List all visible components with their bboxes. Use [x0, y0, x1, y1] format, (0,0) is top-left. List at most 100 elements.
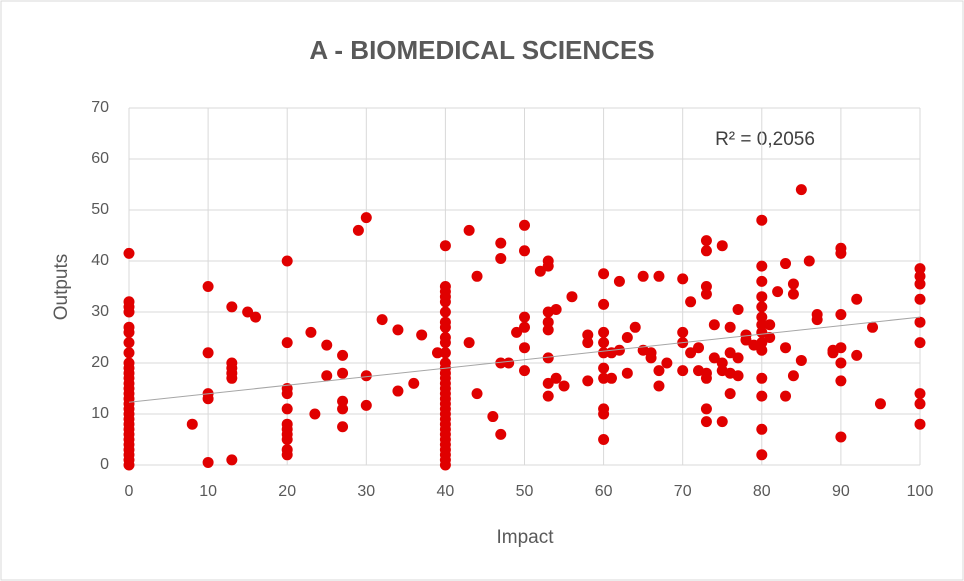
point — [123, 337, 135, 349]
point — [613, 344, 625, 356]
point — [519, 311, 530, 323]
point — [756, 326, 768, 338]
point — [123, 357, 135, 369]
point — [756, 260, 768, 272]
point — [360, 212, 372, 224]
point — [123, 296, 135, 308]
point — [487, 411, 499, 423]
point — [677, 365, 689, 377]
point — [495, 357, 507, 369]
point — [598, 326, 610, 338]
point — [700, 403, 712, 415]
point — [281, 255, 293, 267]
point — [756, 214, 768, 226]
point — [439, 347, 451, 359]
point — [392, 385, 404, 397]
y-tick-label: 40 — [91, 252, 109, 269]
point — [337, 367, 349, 379]
point — [495, 237, 507, 249]
point — [598, 337, 610, 349]
point — [756, 291, 768, 303]
x-tick-label: 70 — [674, 483, 692, 500]
point — [795, 184, 807, 196]
point — [835, 431, 847, 443]
point — [708, 319, 720, 331]
point — [867, 321, 879, 333]
point — [202, 281, 214, 292]
point — [598, 268, 610, 280]
point — [756, 344, 768, 356]
point — [700, 235, 712, 247]
point — [281, 418, 293, 430]
point — [621, 367, 633, 379]
point — [787, 370, 799, 382]
point — [835, 247, 847, 259]
y-tick-label: 50 — [91, 201, 109, 218]
point — [309, 408, 321, 420]
point — [337, 395, 349, 407]
point — [827, 347, 839, 359]
point — [653, 365, 665, 377]
point — [677, 326, 689, 338]
point — [376, 314, 388, 326]
point — [598, 362, 610, 374]
x-tick-label: 90 — [832, 483, 850, 500]
y-tick-label: 60 — [91, 150, 109, 167]
x-tick-label: 30 — [357, 483, 375, 500]
point — [756, 449, 768, 461]
point — [242, 306, 254, 318]
point — [787, 288, 799, 300]
point — [851, 349, 863, 361]
point — [416, 329, 428, 341]
point — [621, 332, 633, 343]
point — [431, 347, 443, 359]
point — [582, 329, 594, 341]
point — [716, 240, 728, 252]
point — [637, 270, 649, 282]
point — [724, 347, 736, 359]
point — [756, 275, 768, 287]
point — [914, 388, 926, 400]
x-tick-label: 10 — [199, 483, 217, 500]
point — [914, 270, 926, 282]
point — [914, 337, 926, 349]
point — [835, 375, 847, 387]
point — [352, 224, 364, 236]
y-tick-label: 20 — [91, 354, 109, 371]
point — [321, 370, 333, 382]
point — [550, 303, 562, 315]
point — [471, 388, 483, 400]
point — [700, 281, 712, 292]
point — [835, 309, 847, 321]
point — [756, 337, 768, 349]
point — [542, 377, 554, 389]
point — [495, 428, 507, 440]
y-axis-label: Outputs — [51, 254, 72, 321]
point — [700, 372, 712, 384]
point — [360, 399, 372, 411]
point — [685, 347, 697, 359]
point — [653, 380, 665, 392]
point — [337, 421, 349, 433]
point — [732, 303, 744, 315]
point — [756, 423, 768, 435]
point — [661, 357, 673, 369]
point — [732, 352, 744, 364]
point — [337, 349, 349, 361]
point — [598, 372, 610, 384]
point — [724, 388, 736, 400]
point — [542, 352, 554, 364]
point — [756, 311, 768, 323]
point — [202, 347, 214, 359]
point — [226, 357, 238, 369]
x-tick-label: 40 — [437, 483, 455, 500]
chart-title: A - BIOMEDICAL SCIENCES — [309, 35, 654, 65]
x-tick-label: 20 — [278, 483, 296, 500]
point — [123, 347, 135, 359]
point — [439, 332, 451, 343]
x-tick-label: 80 — [753, 483, 771, 500]
point — [519, 321, 530, 333]
point — [250, 311, 262, 323]
